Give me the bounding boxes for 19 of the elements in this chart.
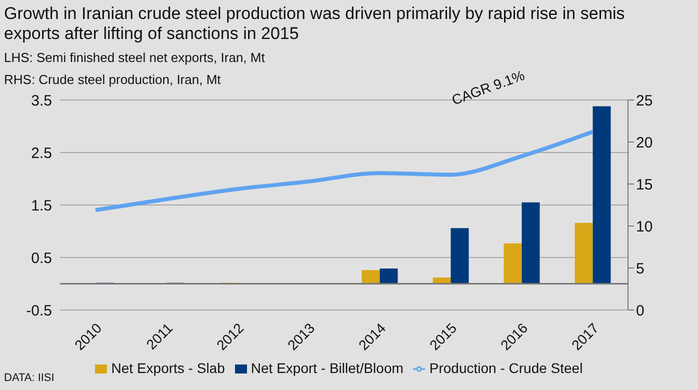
y-tick-label: 3.5: [31, 92, 52, 110]
legend-label: Net Export - Billet/Bloom: [250, 360, 404, 376]
y-tick-label: -0.5: [26, 302, 52, 320]
legend-label: Net Exports - Slab: [111, 360, 225, 376]
text: RHS: Crude steel production, Iran, Mt: [4, 72, 221, 87]
chart-title: Growth in Iranian crude steel production was driven primarily by rapid rise in semis exports after lifting of sanctions in 2015: [4, 4, 626, 44]
y2-tick-label: 5: [636, 260, 644, 278]
y2-tick-label: 15: [636, 176, 653, 194]
y2-tick-label: 0: [636, 302, 644, 320]
y-tick-label: 0.5: [31, 250, 52, 267]
y-tick-label: 1.5: [31, 197, 52, 214]
y2-tick-label: 20: [636, 134, 653, 152]
y2-tick-label: 10: [636, 218, 653, 236]
legend-label: Production - Crude Steel: [429, 360, 583, 376]
annotation: CAGR 9.1%: [450, 66, 527, 108]
text: DATA: IISI: [4, 372, 54, 384]
y2-tick-label: 25: [636, 92, 653, 110]
y-axis-title: LHS: Semi finished steel net exports, Iran, Mt: [4, 50, 265, 65]
y-tick-label: 2.5: [31, 144, 52, 162]
